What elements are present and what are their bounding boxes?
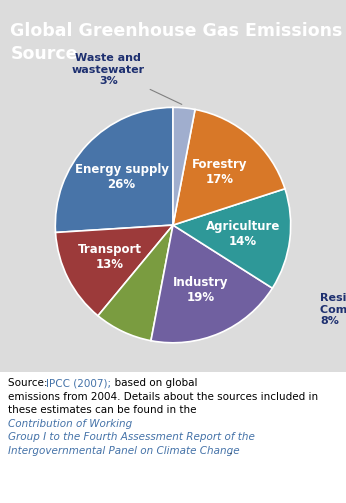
Wedge shape [151,225,272,343]
Wedge shape [98,225,173,341]
Text: Contribution of Working: Contribution of Working [8,418,132,429]
Text: Forestry
17%: Forestry 17% [192,158,247,186]
Text: .: . [226,446,233,456]
Text: Global Greenhouse Gas Emissions by
Source: Global Greenhouse Gas Emissions by Sourc… [10,22,346,63]
Text: Residential &
Commercial buildings
8%: Residential & Commercial buildings 8% [320,293,346,326]
Wedge shape [55,108,173,232]
Text: Source:: Source: [8,378,51,388]
Text: Energy supply
26%: Energy supply 26% [74,163,169,191]
Wedge shape [173,108,195,225]
Wedge shape [173,110,285,225]
Text: Waste and
wastewater
3%: Waste and wastewater 3% [72,53,182,105]
Wedge shape [173,189,291,288]
Text: Intergovernmental Panel on Climate Change: Intergovernmental Panel on Climate Chang… [8,446,240,456]
Text: based on global: based on global [108,378,198,388]
Text: Transport
13%: Transport 13% [78,243,142,271]
Wedge shape [55,225,173,316]
Text: Group I to the Fourth Assessment Report of the: Group I to the Fourth Assessment Report … [8,432,255,442]
FancyBboxPatch shape [0,372,346,503]
Text: Industry
19%: Industry 19% [173,276,229,304]
Text: Agriculture
14%: Agriculture 14% [206,220,280,248]
Text: IPCC (2007);: IPCC (2007); [46,378,111,388]
Text: emissions from 2004. Details about the sources included in: emissions from 2004. Details about the s… [8,392,318,402]
Text: these estimates can be found in the: these estimates can be found in the [8,405,200,415]
